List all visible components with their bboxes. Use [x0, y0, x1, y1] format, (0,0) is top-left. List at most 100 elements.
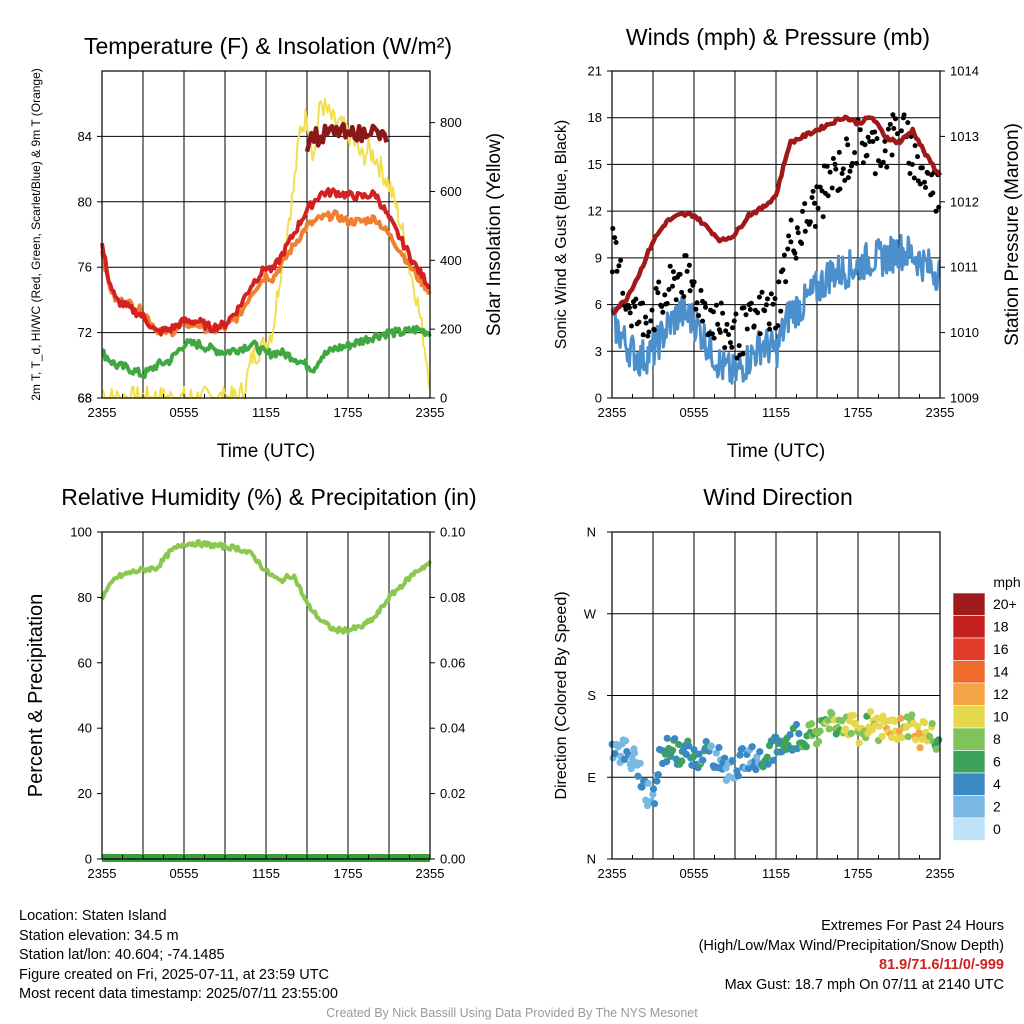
- gust-point: [849, 160, 855, 166]
- y-axis-title: 2m T, T_d, HI/WC (Red, Green, Scarlet/Bl…: [29, 68, 43, 401]
- gust-point: [740, 351, 746, 357]
- wind-direction-point: [851, 719, 860, 727]
- x-tick-label: 1155: [762, 405, 790, 420]
- wind-direction-point: [695, 750, 703, 758]
- gust-point: [670, 283, 675, 289]
- y-tick-label: 18: [588, 110, 602, 125]
- gust-point: [778, 308, 784, 314]
- legend-swatch: [952, 772, 986, 796]
- wind-direction-point: [650, 800, 659, 808]
- extremes-panel: Extremes For Past 24 Hours (High/Low/Max…: [699, 917, 1004, 995]
- wind-direction-point: [669, 746, 677, 754]
- gust-point: [713, 302, 719, 308]
- credit-line: Created By Nick Bassill Using Data Provi…: [326, 1006, 698, 1020]
- wind-direction-point: [707, 742, 715, 750]
- wind-direction-point: [935, 736, 943, 744]
- gust-point: [837, 186, 843, 192]
- gust-point: [780, 267, 786, 273]
- series-relative-humidity: [100, 539, 432, 635]
- wind-direction-point: [875, 722, 884, 730]
- wind-direction-point: [932, 745, 940, 753]
- wind-direction-point: [634, 772, 642, 780]
- y2-tick-label: 0: [440, 391, 447, 406]
- gust-point: [783, 279, 789, 285]
- x-tick-label: 2355: [926, 866, 955, 881]
- gust-point: [710, 309, 716, 315]
- x-tick-label: 1755: [844, 866, 873, 881]
- gust-point: [662, 292, 668, 298]
- gust-point: [613, 240, 619, 245]
- gust-point: [696, 313, 702, 319]
- gust-point: [776, 279, 782, 285]
- gust-point: [763, 302, 769, 308]
- gust-point: [673, 297, 679, 303]
- gust-point: [744, 326, 750, 332]
- gust-point: [905, 120, 911, 126]
- wind-direction-point: [678, 757, 686, 765]
- gust-point: [755, 310, 761, 316]
- chart-title: Relative Humidity (%) & Precipitation (i…: [61, 484, 476, 510]
- wind-direction-point: [620, 755, 629, 764]
- x-tick-label: 1755: [844, 405, 873, 420]
- gust-point: [698, 288, 704, 293]
- max-gust: Max Gust: 18.7 mph On 07/11 at 2140 UTC: [724, 976, 1004, 993]
- station-location: Location: Staten Island: [19, 908, 167, 924]
- x-tick-label: 1155: [762, 866, 790, 881]
- wind-direction-point: [898, 734, 906, 742]
- gust-point: [884, 164, 890, 170]
- gust-point: [907, 171, 913, 176]
- gust-point: [870, 139, 876, 144]
- gust-point: [757, 331, 763, 337]
- gust-point: [733, 311, 739, 317]
- wind-direction-point: [828, 710, 836, 718]
- y-tick-label: 12: [588, 204, 602, 219]
- gust-point: [844, 136, 849, 142]
- wind-direction-point: [772, 733, 780, 742]
- panel-2: 2355 0555 1155 1755 235503691215182110091010…: [553, 24, 1023, 462]
- legend-swatch: [952, 795, 986, 819]
- gust-point: [767, 326, 773, 332]
- x-tick-label: 0555: [170, 866, 199, 881]
- series-sonic-wind: [610, 233, 942, 385]
- gust-point: [829, 185, 835, 191]
- y-tick-label: 100: [70, 525, 92, 540]
- gust-point: [882, 138, 888, 144]
- gust-point: [731, 318, 737, 324]
- gust-point: [723, 328, 729, 334]
- gust-point: [802, 201, 808, 207]
- extremes-subtitle: (High/Low/Max Wind/Precipitation/Snow De…: [698, 937, 1004, 954]
- gust-point: [901, 112, 907, 118]
- gust-point: [632, 304, 638, 310]
- y-tick-label: 6: [595, 297, 602, 312]
- wind-direction-point: [644, 779, 652, 788]
- wind-direction-point: [891, 717, 899, 726]
- gust-point: [794, 225, 800, 231]
- legend-title: mph: [993, 574, 1020, 590]
- gust-point: [620, 290, 626, 296]
- gust-point: [802, 228, 808, 234]
- gust-point: [911, 175, 917, 181]
- gust-point: [833, 166, 839, 172]
- legend-swatch: [952, 817, 986, 841]
- gust-point: [614, 268, 620, 274]
- x-tick-label: 1755: [334, 405, 363, 420]
- gust-point: [775, 323, 781, 329]
- legend-swatch: [952, 615, 986, 639]
- legend-swatch: [952, 637, 986, 661]
- gust-point: [643, 320, 649, 326]
- legend-label: 12: [993, 686, 1009, 702]
- x-tick-label: 2355: [598, 866, 627, 881]
- y-tick-label: 68: [78, 391, 92, 406]
- y2-tick-label: 0.00: [440, 852, 465, 867]
- x-tick-label: 2355: [88, 405, 117, 420]
- gust-point: [842, 177, 848, 183]
- gust-point: [762, 308, 768, 314]
- series-heat-index: [304, 121, 389, 153]
- wind-direction-point: [888, 733, 896, 742]
- gust-point: [839, 171, 845, 176]
- gust-point: [645, 333, 651, 339]
- wind-direction-point: [916, 744, 924, 752]
- gust-point: [825, 193, 831, 199]
- gust-point: [724, 321, 730, 327]
- wind-direction-point: [764, 760, 772, 768]
